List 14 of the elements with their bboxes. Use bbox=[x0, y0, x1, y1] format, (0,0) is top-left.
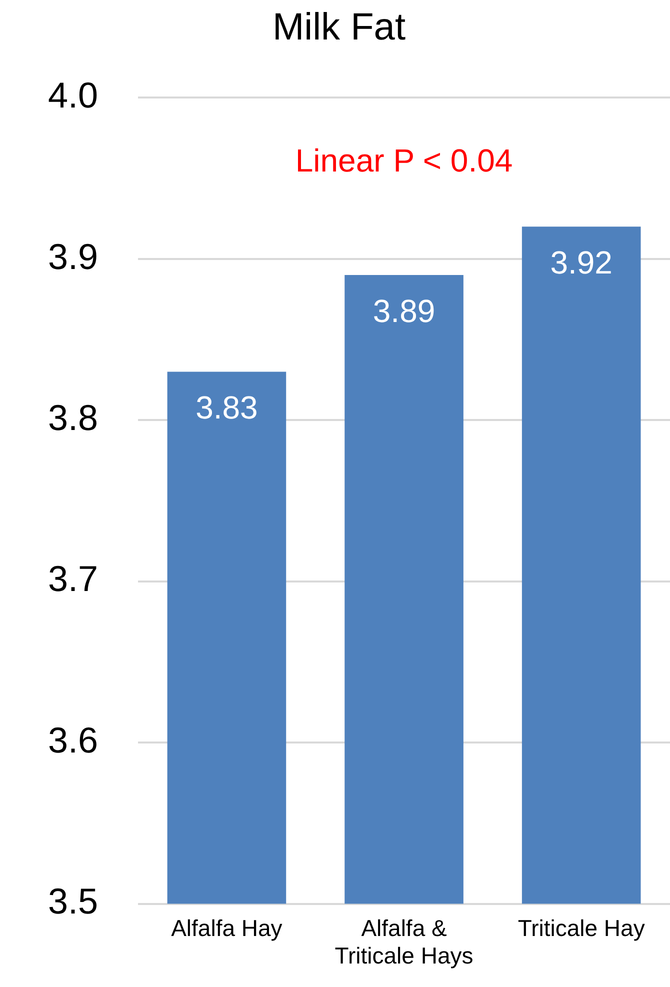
chart-title: Milk Fat bbox=[272, 6, 406, 48]
y-tick-label: 3.6 bbox=[48, 719, 98, 760]
y-tick-label: 3.5 bbox=[48, 880, 98, 922]
y-tick-label: 3.9 bbox=[48, 236, 98, 277]
y-tick-label: 4.0 bbox=[48, 74, 98, 116]
x-tick-label: Alfalfa & Triticale Hays bbox=[334, 914, 474, 969]
data-label: 3.83 bbox=[196, 390, 258, 426]
y-tick-label: 3.7 bbox=[48, 558, 98, 600]
data-label: 3.92 bbox=[550, 244, 612, 280]
y-tick-label: 3.8 bbox=[48, 397, 98, 438]
x-tick-label: Alfalfa Hay bbox=[171, 914, 283, 941]
annotation: Linear P < 0.04 bbox=[295, 142, 513, 178]
data-label: 3.89 bbox=[372, 292, 436, 329]
x-tick-label: Triticale Hay bbox=[518, 914, 646, 941]
